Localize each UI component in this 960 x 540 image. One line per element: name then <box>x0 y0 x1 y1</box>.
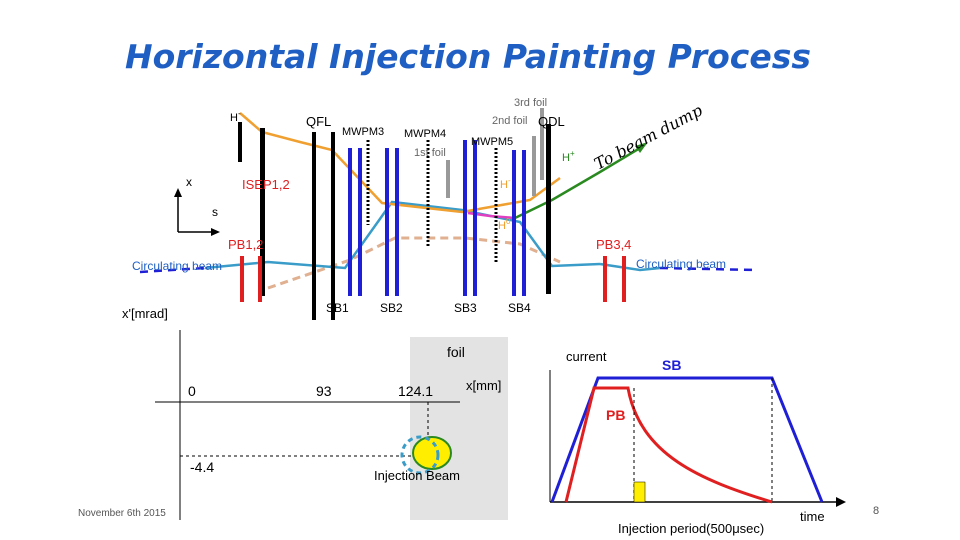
isep-septum-2 <box>331 132 335 320</box>
third-foil <box>540 108 544 180</box>
sb1-magnet-1 <box>348 148 352 296</box>
third-foil-label: 3rd foil <box>514 97 547 109</box>
injection-beam-label: Injection Beam <box>374 468 460 483</box>
timing-x-arrow <box>836 497 846 507</box>
sb3-label: SB3 <box>454 301 477 315</box>
pb34-label: PB3,4 <box>596 237 631 252</box>
pb12-label: PB1,2 <box>228 237 263 252</box>
qdl-label: QDL <box>538 114 565 129</box>
mwpm3-label: MWPM3 <box>342 126 384 138</box>
pb3-magnet <box>603 256 607 302</box>
axis-x-label: x <box>186 175 192 189</box>
pb4-magnet <box>622 256 626 302</box>
h-minus-beam <box>239 112 561 214</box>
sb-current-curve <box>550 376 824 503</box>
isep-septum-1 <box>312 132 316 320</box>
coordinate-axes: x s <box>174 175 220 236</box>
origin-label: 0 <box>188 383 196 399</box>
page-title: Horizontal Injection Painting Process <box>125 37 811 76</box>
time-label: time <box>800 509 825 524</box>
mwpm4-label: MWPM4 <box>404 128 446 140</box>
axis-s-label: s <box>212 205 218 219</box>
sb1-magnet-2 <box>358 148 362 296</box>
to-beam-dump-label: To beam dump <box>591 101 706 174</box>
sb3-magnet-2 <box>473 140 477 296</box>
h-minus-in-label: H- <box>230 109 241 124</box>
foil-region <box>410 337 508 520</box>
h-plus-label: H+ <box>562 149 575 164</box>
injection-beam-outline <box>400 435 440 475</box>
circulating-beam-in-dashes <box>139 266 206 274</box>
phase-y-axis-label: x'[mrad] <box>122 306 168 321</box>
first-foil-label: 1st foil <box>414 147 446 159</box>
sb4-magnet-2 <box>522 150 526 296</box>
circulating-beam-left-label: Circulating beam <box>132 259 222 273</box>
qfl-magnet <box>260 128 265 296</box>
circulating-beam-right-label: Circulating beam <box>636 257 726 271</box>
qfl-label: QFL <box>306 114 331 129</box>
qfl-coil <box>238 122 242 162</box>
h-plus-arrow <box>635 142 648 153</box>
y-tick-label: -4.4 <box>190 459 214 475</box>
current-label: current <box>566 349 607 364</box>
pb1-magnet <box>240 256 244 302</box>
pb-label: PB <box>606 407 625 423</box>
sb-label: SB <box>662 357 681 373</box>
foil-label: foil <box>447 344 465 360</box>
page-number: 8 <box>873 505 879 517</box>
sb2-label: SB2 <box>380 301 403 315</box>
sb4-label: SB4 <box>508 301 531 315</box>
injection-period-label: Injection period(500μsec) <box>618 521 764 536</box>
qdl-magnet <box>546 124 551 294</box>
h-plus-beam <box>514 146 641 220</box>
h-minus-mid-label: H- <box>500 176 511 191</box>
sb1-label: SB1 <box>326 301 349 315</box>
phase-x-axis-label: x[mm] <box>466 378 501 393</box>
first-foil <box>446 160 450 198</box>
circulating-beam-right <box>599 262 661 272</box>
sb2-magnet-1 <box>385 148 389 296</box>
sb3-magnet-1 <box>463 140 467 296</box>
injection-window-marker <box>633 481 646 503</box>
pb-current-curve <box>564 386 773 504</box>
mwpm5-label: MWPM5 <box>471 136 513 148</box>
sb4-magnet-1 <box>512 150 516 296</box>
footer-date: November 6th 2015 <box>78 508 166 519</box>
isep-label: ISEP1,2 <box>242 177 290 192</box>
second-foil <box>532 136 536 196</box>
dashed-orbit <box>267 236 561 290</box>
tick-93-label: 93 <box>316 383 332 399</box>
tick-124-label: 124.1 <box>398 383 433 399</box>
sb2-magnet-2 <box>395 148 399 296</box>
second-foil-label: 2nd foil <box>492 115 527 127</box>
circulating-beam-out-dashes <box>659 266 756 272</box>
injection-beam-ellipse <box>412 436 452 470</box>
h-zero-label: H0 <box>498 217 511 232</box>
pb2-magnet <box>258 256 262 302</box>
